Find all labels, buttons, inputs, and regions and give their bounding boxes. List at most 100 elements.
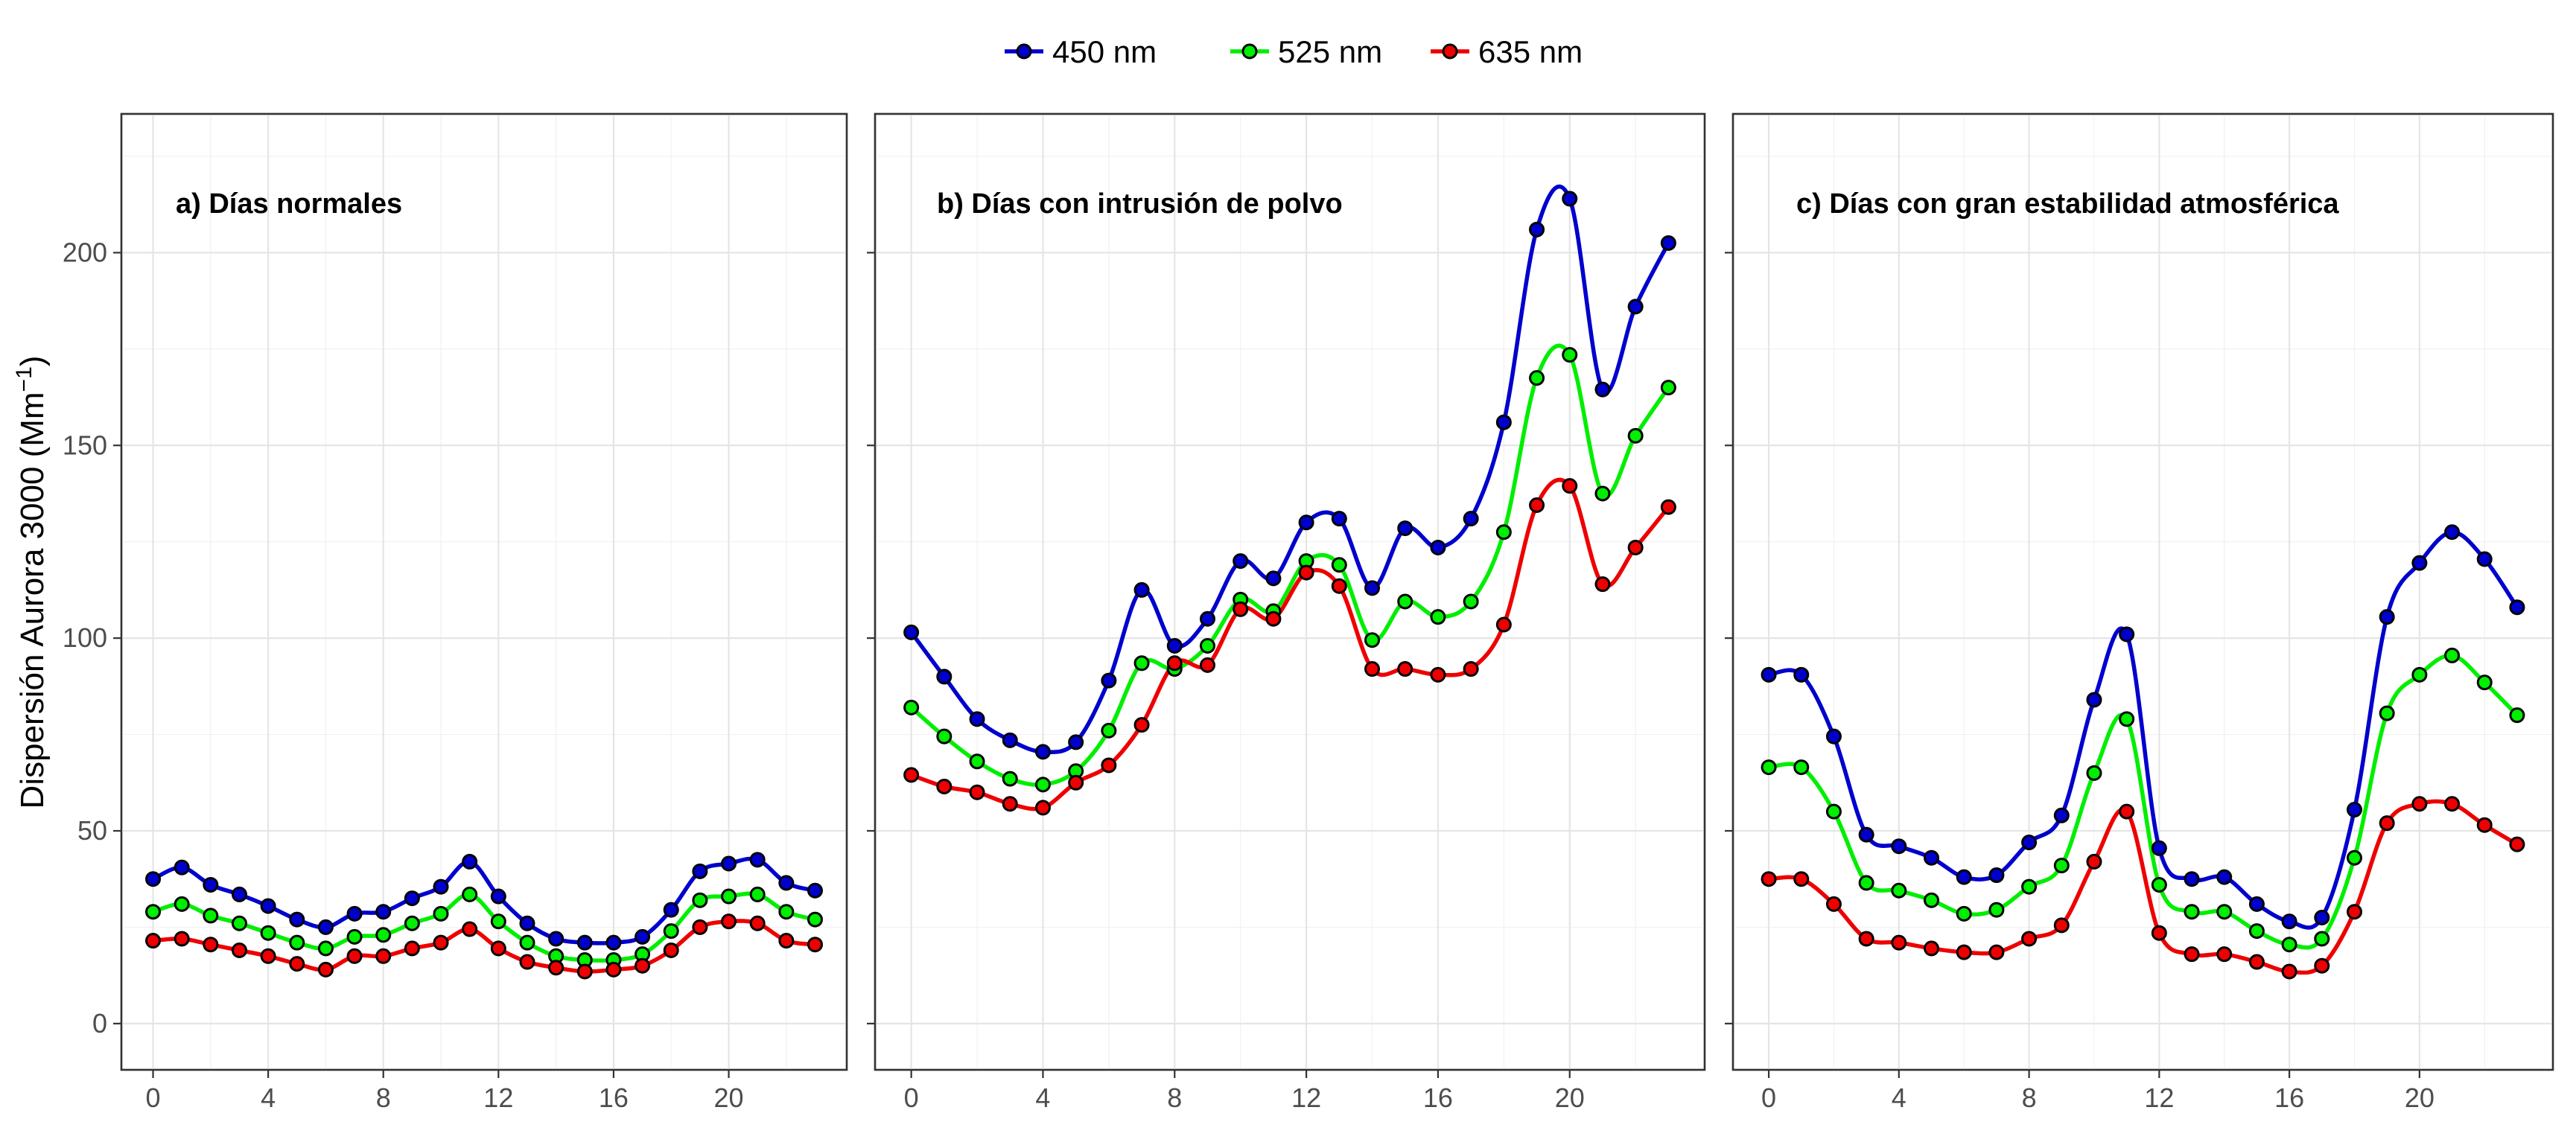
data-point: [1627, 539, 1644, 555]
data-point: [1956, 944, 1972, 960]
series-points-635-nm: [1761, 796, 2525, 980]
data-point: [2346, 802, 2362, 818]
data-point: [2476, 817, 2493, 833]
data-point: [749, 852, 766, 868]
data-point: [1956, 905, 1972, 922]
data-point: [433, 878, 449, 895]
data-point: [490, 888, 506, 905]
data-point: [1761, 666, 1777, 683]
data-point: [490, 940, 506, 957]
data-point: [2151, 925, 2167, 941]
data-point: [346, 948, 363, 964]
data-point: [1101, 672, 1117, 689]
data-point: [1034, 777, 1051, 793]
data-point: [1002, 771, 1018, 787]
x-tick-label: 20: [714, 1082, 744, 1113]
series-points-525-nm: [903, 347, 1676, 793]
y-tick-label: 200: [63, 237, 107, 267]
data-point: [317, 961, 334, 978]
data-point: [1364, 580, 1381, 596]
data-point: [1199, 637, 1215, 654]
data-point: [2411, 555, 2428, 571]
data-point: [2314, 957, 2330, 974]
data-point: [2346, 849, 2362, 866]
data-point: [635, 957, 651, 974]
data-point: [576, 963, 593, 980]
data-point: [346, 928, 363, 945]
data-point: [1364, 632, 1381, 648]
data-point: [2509, 707, 2525, 724]
data-point: [903, 767, 920, 783]
panel-title: a) Días normales: [176, 188, 402, 220]
panel-border: [120, 112, 848, 1071]
y-tick-label: 50: [77, 815, 107, 846]
data-point: [2476, 675, 2493, 691]
data-point: [1133, 717, 1150, 733]
data-point: [346, 905, 363, 922]
x-tick-label: 20: [2405, 1082, 2435, 1113]
data-point: [749, 915, 766, 931]
data-point: [1430, 666, 1446, 683]
legend-label: 635 nm: [1478, 34, 1583, 69]
data-point: [1002, 732, 1018, 748]
data-point: [692, 892, 708, 908]
data-point: [260, 898, 276, 914]
data-point: [1495, 616, 1512, 633]
data-point: [404, 940, 420, 957]
series-points-635-nm: [145, 913, 823, 980]
data-point: [635, 928, 651, 945]
data-point: [807, 937, 823, 953]
x-tick-label: 12: [483, 1082, 513, 1113]
data-point: [1627, 299, 1644, 315]
data-point: [1858, 875, 1874, 891]
data-point: [1924, 849, 1940, 866]
data-point: [1298, 564, 1314, 581]
data-point: [1793, 666, 1810, 683]
data-point: [2444, 647, 2461, 663]
data-point: [2021, 878, 2038, 895]
legend-key-point: [1241, 43, 1258, 60]
data-point: [1594, 485, 1611, 502]
data-point: [1988, 867, 2005, 884]
data-point: [174, 859, 190, 876]
data-point: [1133, 655, 1150, 672]
y-tick-label: 150: [63, 430, 107, 460]
data-point: [174, 896, 190, 912]
legend: 450 nm 525 nm 635 nm: [1005, 34, 1583, 69]
data-point: [2509, 599, 2525, 616]
data-point: [1858, 826, 1874, 843]
x-tick-label: 4: [1035, 1082, 1050, 1113]
data-point: [1331, 511, 1347, 527]
data-point: [1068, 774, 1084, 791]
data-point: [1594, 381, 1611, 398]
data-point: [2379, 705, 2395, 721]
legend-label: 525 nm: [1278, 34, 1382, 69]
series-points-635-nm: [903, 478, 1676, 816]
data-point: [2086, 692, 2102, 708]
data-point: [1364, 661, 1381, 677]
data-point: [462, 921, 478, 937]
data-point: [1430, 609, 1446, 625]
data-point: [2248, 923, 2265, 940]
data-point: [663, 943, 679, 958]
data-point: [203, 937, 219, 953]
y-tick-label: 100: [63, 622, 107, 653]
data-point: [2216, 869, 2233, 885]
series-line-525-nm: [909, 343, 1671, 787]
series-points-450-nm: [1761, 524, 2525, 930]
x-tick-label: 12: [1291, 1082, 1321, 1113]
data-point: [969, 711, 985, 727]
data-point: [2281, 913, 2297, 930]
data-point: [936, 669, 953, 685]
panel-title: c) Días con gran estabilidad atmosférica: [1796, 188, 2339, 220]
data-point: [1199, 657, 1215, 673]
data-point: [1233, 553, 1249, 570]
data-point: [2053, 858, 2070, 874]
series-points-450-nm: [903, 191, 1676, 760]
data-point: [1793, 871, 1810, 887]
data-point: [1562, 191, 1578, 207]
data-point: [903, 699, 920, 715]
legend-label: 450 nm: [1052, 34, 1157, 69]
data-point: [1891, 882, 1907, 899]
data-point: [1101, 757, 1117, 774]
